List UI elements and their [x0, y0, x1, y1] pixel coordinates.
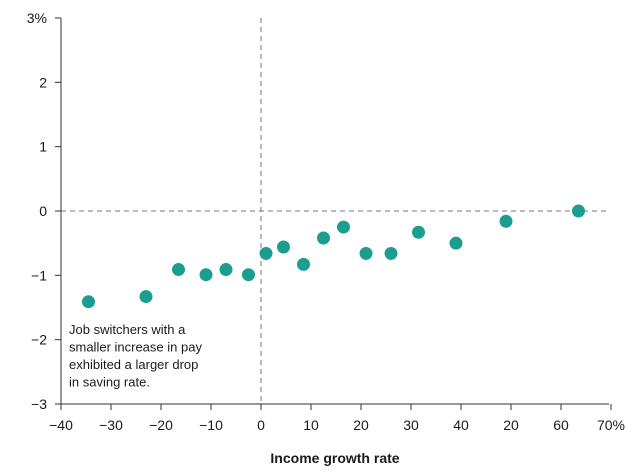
data-point [277, 240, 290, 254]
annotation-text: Job switchers with a smaller increase in … [69, 322, 202, 390]
x-tick-label: 20 [503, 417, 519, 433]
x-axis-title: Income growth rate [270, 450, 399, 466]
annotation-line: in saving rate. [69, 375, 150, 390]
x-tick-label: −40 [49, 417, 73, 433]
data-point [297, 257, 310, 271]
gridlines [61, 18, 609, 404]
x-tick-label: 60 [553, 417, 569, 433]
annotation-line: smaller increase in pay [69, 340, 202, 355]
data-point [412, 225, 425, 239]
data-point [172, 263, 185, 277]
x-tick-label: −10 [199, 417, 223, 433]
x-tick-label: −20 [149, 417, 173, 433]
annotation-line: Job switchers with a [69, 322, 186, 337]
x-tick-label: 30 [403, 417, 419, 433]
x-tick-label: 0 [257, 417, 265, 433]
data-point [572, 204, 585, 218]
data-point [499, 214, 513, 228]
data-point [219, 263, 233, 277]
y-tick-label: −1 [31, 267, 47, 283]
data-point [82, 295, 95, 309]
data-point [199, 268, 213, 282]
x-tick-label: −30 [99, 417, 123, 433]
y-tick-label: 1 [39, 139, 47, 155]
annotation-line: exhibited a larger drop [69, 357, 198, 372]
data-point [139, 290, 153, 304]
data-points [82, 204, 585, 309]
data-point [242, 268, 255, 282]
y-tick-label: 2 [39, 74, 47, 90]
x-tick-label: 70% [597, 417, 625, 433]
y-tick-label: −3 [31, 396, 47, 412]
x-tick-label: 40 [453, 417, 469, 433]
data-point [317, 231, 330, 245]
x-tick-label: 10 [303, 417, 319, 433]
y-axis-ticks: 3% 2 1 0 −1 −2 −3 [27, 10, 61, 412]
x-tick-label: 20 [353, 417, 369, 433]
y-tick-label: −2 [31, 332, 47, 348]
data-point [359, 246, 373, 260]
data-point [337, 220, 350, 234]
x-axis-ticks: −40 −30 −20 −10 0 10 20 30 40 20 60 70% [49, 404, 625, 433]
y-tick-label: 0 [39, 203, 47, 219]
y-tick-label: 3% [27, 10, 47, 26]
data-point [259, 246, 273, 260]
data-point [384, 246, 398, 260]
data-point [449, 236, 463, 250]
